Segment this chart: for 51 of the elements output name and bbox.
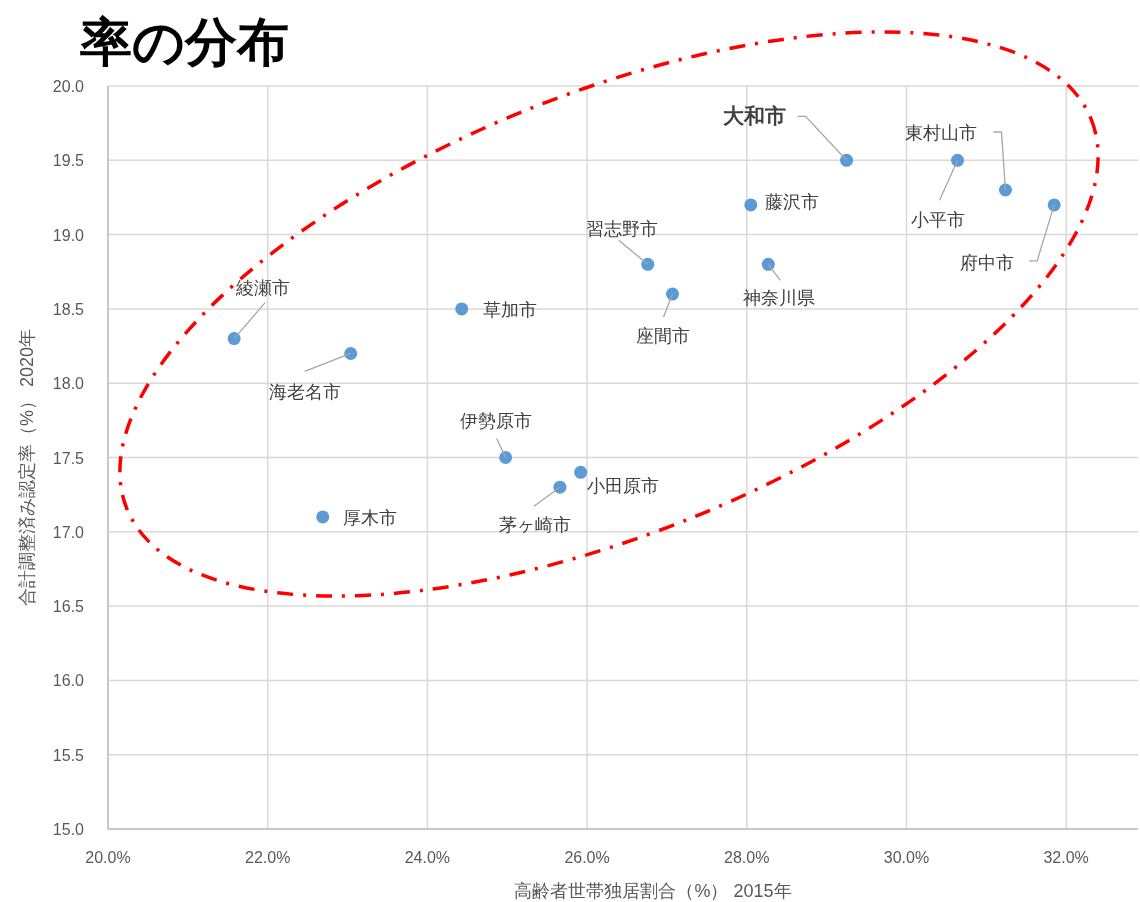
y-axis-title: 合計調整済み認定率（%） 2020年: [17, 328, 37, 607]
x-tick-label: 26.0%: [564, 849, 610, 866]
x-tick-label: 28.0%: [724, 849, 770, 866]
annotation: 伊勢原市: [459, 410, 532, 431]
y-tick-label: 16.5: [52, 598, 85, 616]
point: [227, 332, 241, 346]
point: [553, 480, 567, 494]
annotation: 海老名市: [268, 382, 341, 403]
y-tick-label: 15.0: [52, 821, 85, 838]
point: [998, 183, 1012, 197]
x-tick-label: 20.0%: [85, 849, 131, 866]
y-tick-label: 17.5: [52, 449, 85, 467]
annotation: 草加市: [482, 299, 537, 320]
point: [951, 153, 965, 167]
annotation: 府中市: [960, 252, 1015, 273]
annotation: 茅ヶ崎市: [498, 515, 571, 536]
y-tick-label: 16.0: [52, 672, 85, 690]
point: [666, 287, 679, 301]
point: [344, 346, 358, 360]
y-tick-label: 17.0: [52, 523, 85, 541]
annotation: 東村山市: [905, 123, 978, 144]
annotation: 大和市: [723, 104, 787, 128]
y-tick-label: 15.5: [52, 746, 85, 764]
point: [1047, 198, 1061, 212]
annotation: 厚木市: [342, 507, 397, 528]
point: [455, 302, 469, 316]
point: [840, 153, 854, 167]
point: [499, 451, 513, 464]
point: [316, 510, 330, 524]
annotation: 神奈川県: [743, 288, 816, 309]
annotation: 小田原市: [586, 476, 659, 497]
annotation: 綾瀬市: [235, 277, 291, 298]
x-tick-label: 22.0%: [245, 849, 291, 866]
chart-title: 率の分布: [80, 13, 289, 71]
annotation: 座間市: [635, 326, 690, 347]
point: [641, 257, 655, 271]
annotation: 藤沢市: [764, 191, 819, 212]
annotation: 小平市: [910, 210, 965, 231]
point: [744, 198, 758, 212]
x-axis-title: 高齢者世帯独居割合（%） 2015年: [514, 881, 792, 901]
y-tick-label: 18.0: [52, 375, 85, 393]
point: [761, 257, 775, 271]
x-tick-label: 30.0%: [883, 849, 930, 866]
annotation: 習志野市: [585, 219, 658, 240]
point: [574, 465, 588, 479]
x-tick-label: 24.0%: [404, 849, 451, 866]
y-tick-label: 18.5: [52, 300, 85, 318]
x-tick-label: 32.0%: [1043, 849, 1089, 866]
y-tick-label: 19.0: [52, 226, 85, 244]
y-tick-label: 19.5: [52, 152, 85, 170]
y-tick-label: 20.0: [52, 78, 85, 95]
